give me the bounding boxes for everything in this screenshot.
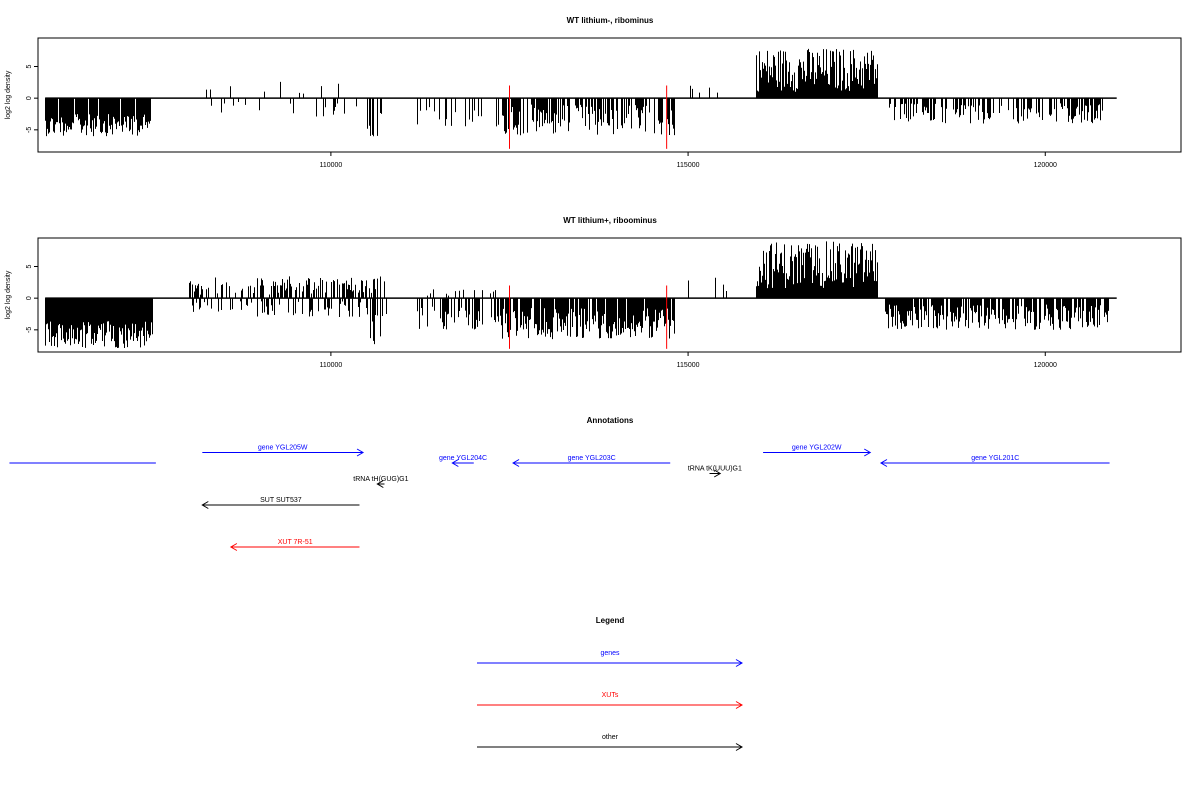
legend-item-other: other [477, 734, 743, 751]
feature-label: gene YGL205W [258, 445, 308, 452]
panel-1: WT lithium-, ribominus log2 log density … [5, 16, 1182, 169]
y-tick-label: -5 [26, 327, 33, 333]
y-tick-label: 5 [26, 64, 33, 68]
feature-label: tRNA tK(UUU)G1 [688, 466, 742, 473]
panel-1-frame [37, 37, 1182, 153]
y-tick-label: 0 [26, 296, 33, 300]
arrowhead-icon [713, 469, 722, 478]
legend-items: genes XUTs other [477, 650, 743, 751]
legend-panel: Legend genes XUTs other [477, 616, 743, 751]
legend-item-xut: XUTs [477, 692, 743, 709]
legend-label: XUTs [602, 692, 619, 699]
x-tick-label: 110000 [319, 162, 342, 169]
legend-label: other [602, 734, 619, 741]
panel-2-title: WT lithium+, riboominus [563, 216, 657, 225]
y-tick-label: -5 [26, 127, 33, 133]
y-tick-label: 5 [26, 264, 33, 268]
panel-1-bars [45, 48, 1117, 149]
annotation-feature: gene YGL204C [439, 455, 487, 467]
legend-label: genes [600, 650, 620, 657]
arrowhead-icon [356, 448, 365, 457]
arrowhead-icon [512, 459, 520, 467]
annotations-title: Annotations [587, 416, 634, 425]
arrowhead-icon [735, 701, 743, 709]
arrowhead-icon [376, 480, 384, 488]
panel-2-bars [45, 241, 1117, 349]
panel-2-axes: 110000 115000 120000 -5 0 5 [26, 264, 1057, 369]
feature-label: tRNA tH(GUG)G1 [353, 476, 408, 483]
annotation-feature: gene YGL203C [512, 455, 671, 467]
feature-label: gene YGL204C [439, 455, 487, 462]
annotation-feature: XUT 7R-51 [229, 539, 360, 551]
panel-2: WT lithium+, riboominus log2 log density… [5, 216, 1182, 369]
annotation-features: gene YGL205W gene YGL204C gene YGL203C gene… [9, 445, 1110, 551]
feature-label: XUT 7R-51 [278, 539, 313, 546]
x-tick-label: 120000 [1034, 362, 1057, 369]
arrowhead-icon [451, 459, 459, 467]
arrowhead-icon [201, 501, 209, 509]
arrowhead-icon [735, 743, 743, 751]
annotation-feature: gene YGL205W [202, 445, 365, 457]
feature-label: gene YGL203C [568, 455, 616, 462]
annotation-feature: SUT SUT537 [201, 497, 360, 509]
legend-title: Legend [596, 616, 625, 625]
x-tick-label: 110000 [319, 362, 342, 369]
panel-2-ylabel: log2 log density [5, 270, 12, 319]
arrowhead-icon [229, 543, 238, 551]
feature-label: gene YGL202W [792, 445, 842, 452]
x-tick-label: 120000 [1034, 162, 1057, 169]
panel-1-ylabel: log2 log density [5, 70, 12, 119]
annotation-feature: tRNA tH(GUG)G1 [353, 476, 409, 488]
annotation-feature: tRNA tK(UUU)G1 [688, 466, 742, 478]
panel-2-frame [37, 237, 1182, 353]
y-tick-label: 0 [26, 96, 33, 100]
x-tick-label: 115000 [677, 362, 700, 369]
legend-item-gene: genes [477, 650, 743, 667]
arrowhead-icon [879, 459, 888, 467]
annotation-feature: gene YGL202W [763, 445, 872, 457]
arrowhead-icon [863, 448, 872, 457]
arrowhead-icon [735, 659, 743, 667]
annotation-feature: gene YGL201C [879, 455, 1110, 467]
panel-1-axes: 110000 115000 120000 -5 0 5 [26, 64, 1057, 169]
panel-1-title: WT lithium-, ribominus [567, 16, 654, 25]
x-tick-label: 115000 [677, 162, 700, 169]
feature-label: SUT SUT537 [260, 497, 302, 504]
feature-label: gene YGL201C [971, 455, 1019, 462]
